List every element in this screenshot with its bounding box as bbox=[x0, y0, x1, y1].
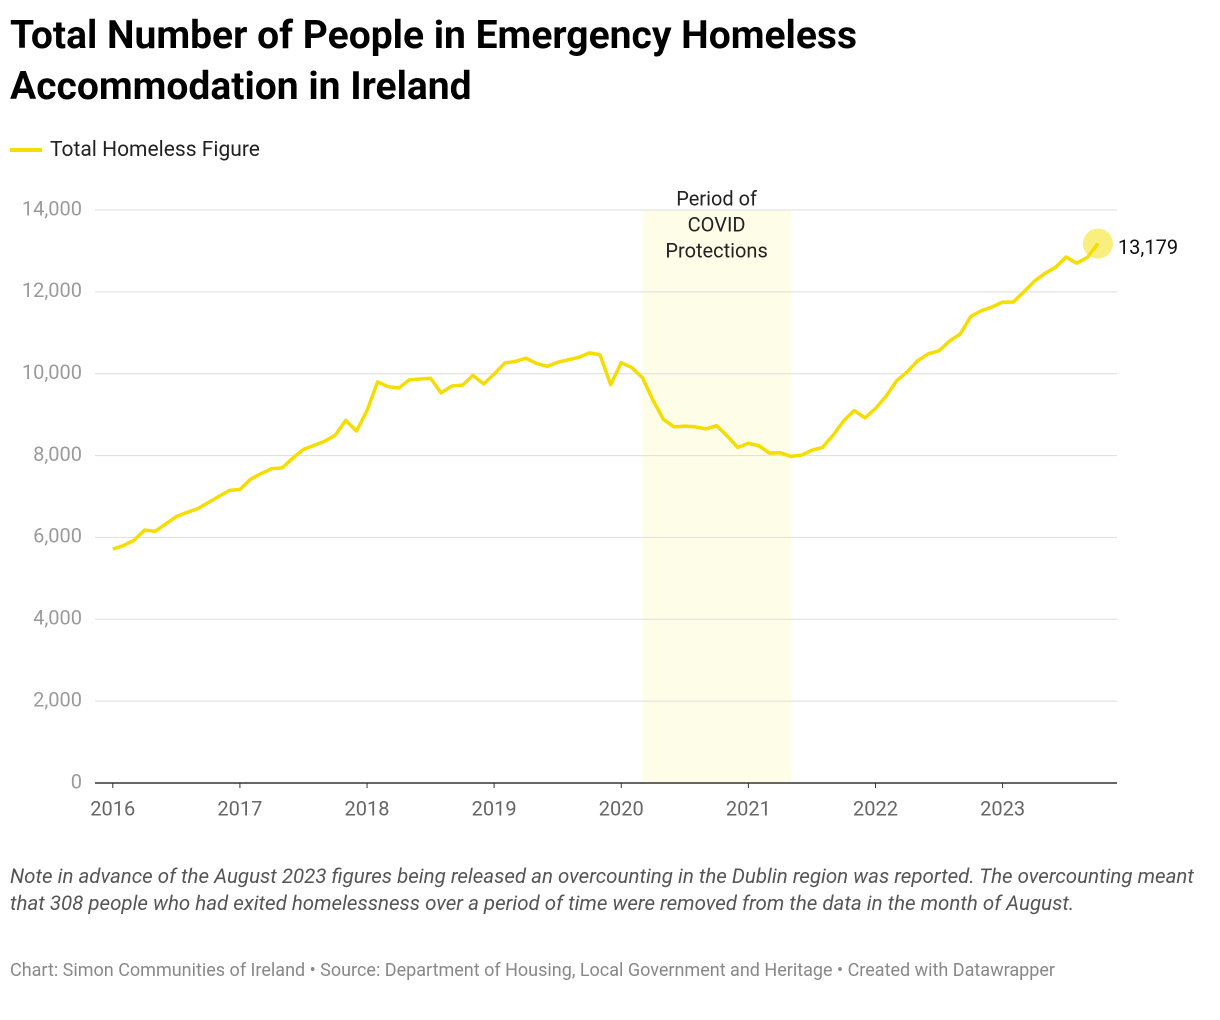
y-tick-label: 6,000 bbox=[33, 524, 82, 548]
x-tick-label: 2022 bbox=[853, 796, 898, 820]
y-tick-label: 0 bbox=[71, 769, 82, 793]
note: Note in advance of the August 2023 figur… bbox=[10, 865, 1194, 916]
y-tick-label: 12,000 bbox=[22, 278, 82, 302]
x-tick-label: 2017 bbox=[217, 796, 262, 820]
chart-title: Total Number of People in Emergency Home… bbox=[10, 12, 857, 109]
highlight-label: COVID bbox=[688, 212, 746, 236]
x-tick-label: 2021 bbox=[726, 796, 771, 820]
line bbox=[112, 242, 1100, 551]
x-tick-label: 2018 bbox=[345, 796, 390, 820]
highlight-band bbox=[642, 210, 791, 783]
highlight-label: Period of bbox=[676, 186, 757, 210]
x-tick-label: 2019 bbox=[472, 796, 517, 820]
legend: Total Homeless Figure bbox=[10, 138, 260, 162]
end-label: 13,179 bbox=[1118, 235, 1178, 259]
source: Chart: Simon Communities of Ireland • So… bbox=[10, 960, 1056, 981]
x-tick-label: 2023 bbox=[980, 796, 1025, 820]
x-tick-label: 2020 bbox=[599, 796, 644, 820]
x-tick-label: 2016 bbox=[90, 796, 135, 820]
y-tick-label: 2,000 bbox=[33, 687, 82, 711]
legend-label: Total Homeless Figure bbox=[50, 138, 260, 162]
legend-swatch bbox=[10, 148, 42, 152]
y-tick-label: 14,000 bbox=[22, 196, 82, 220]
y-tick-label: 10,000 bbox=[22, 360, 82, 384]
highlight-label: Protections bbox=[665, 238, 767, 262]
y-tick-label: 8,000 bbox=[33, 442, 82, 466]
y-tick-label: 4,000 bbox=[33, 606, 82, 630]
